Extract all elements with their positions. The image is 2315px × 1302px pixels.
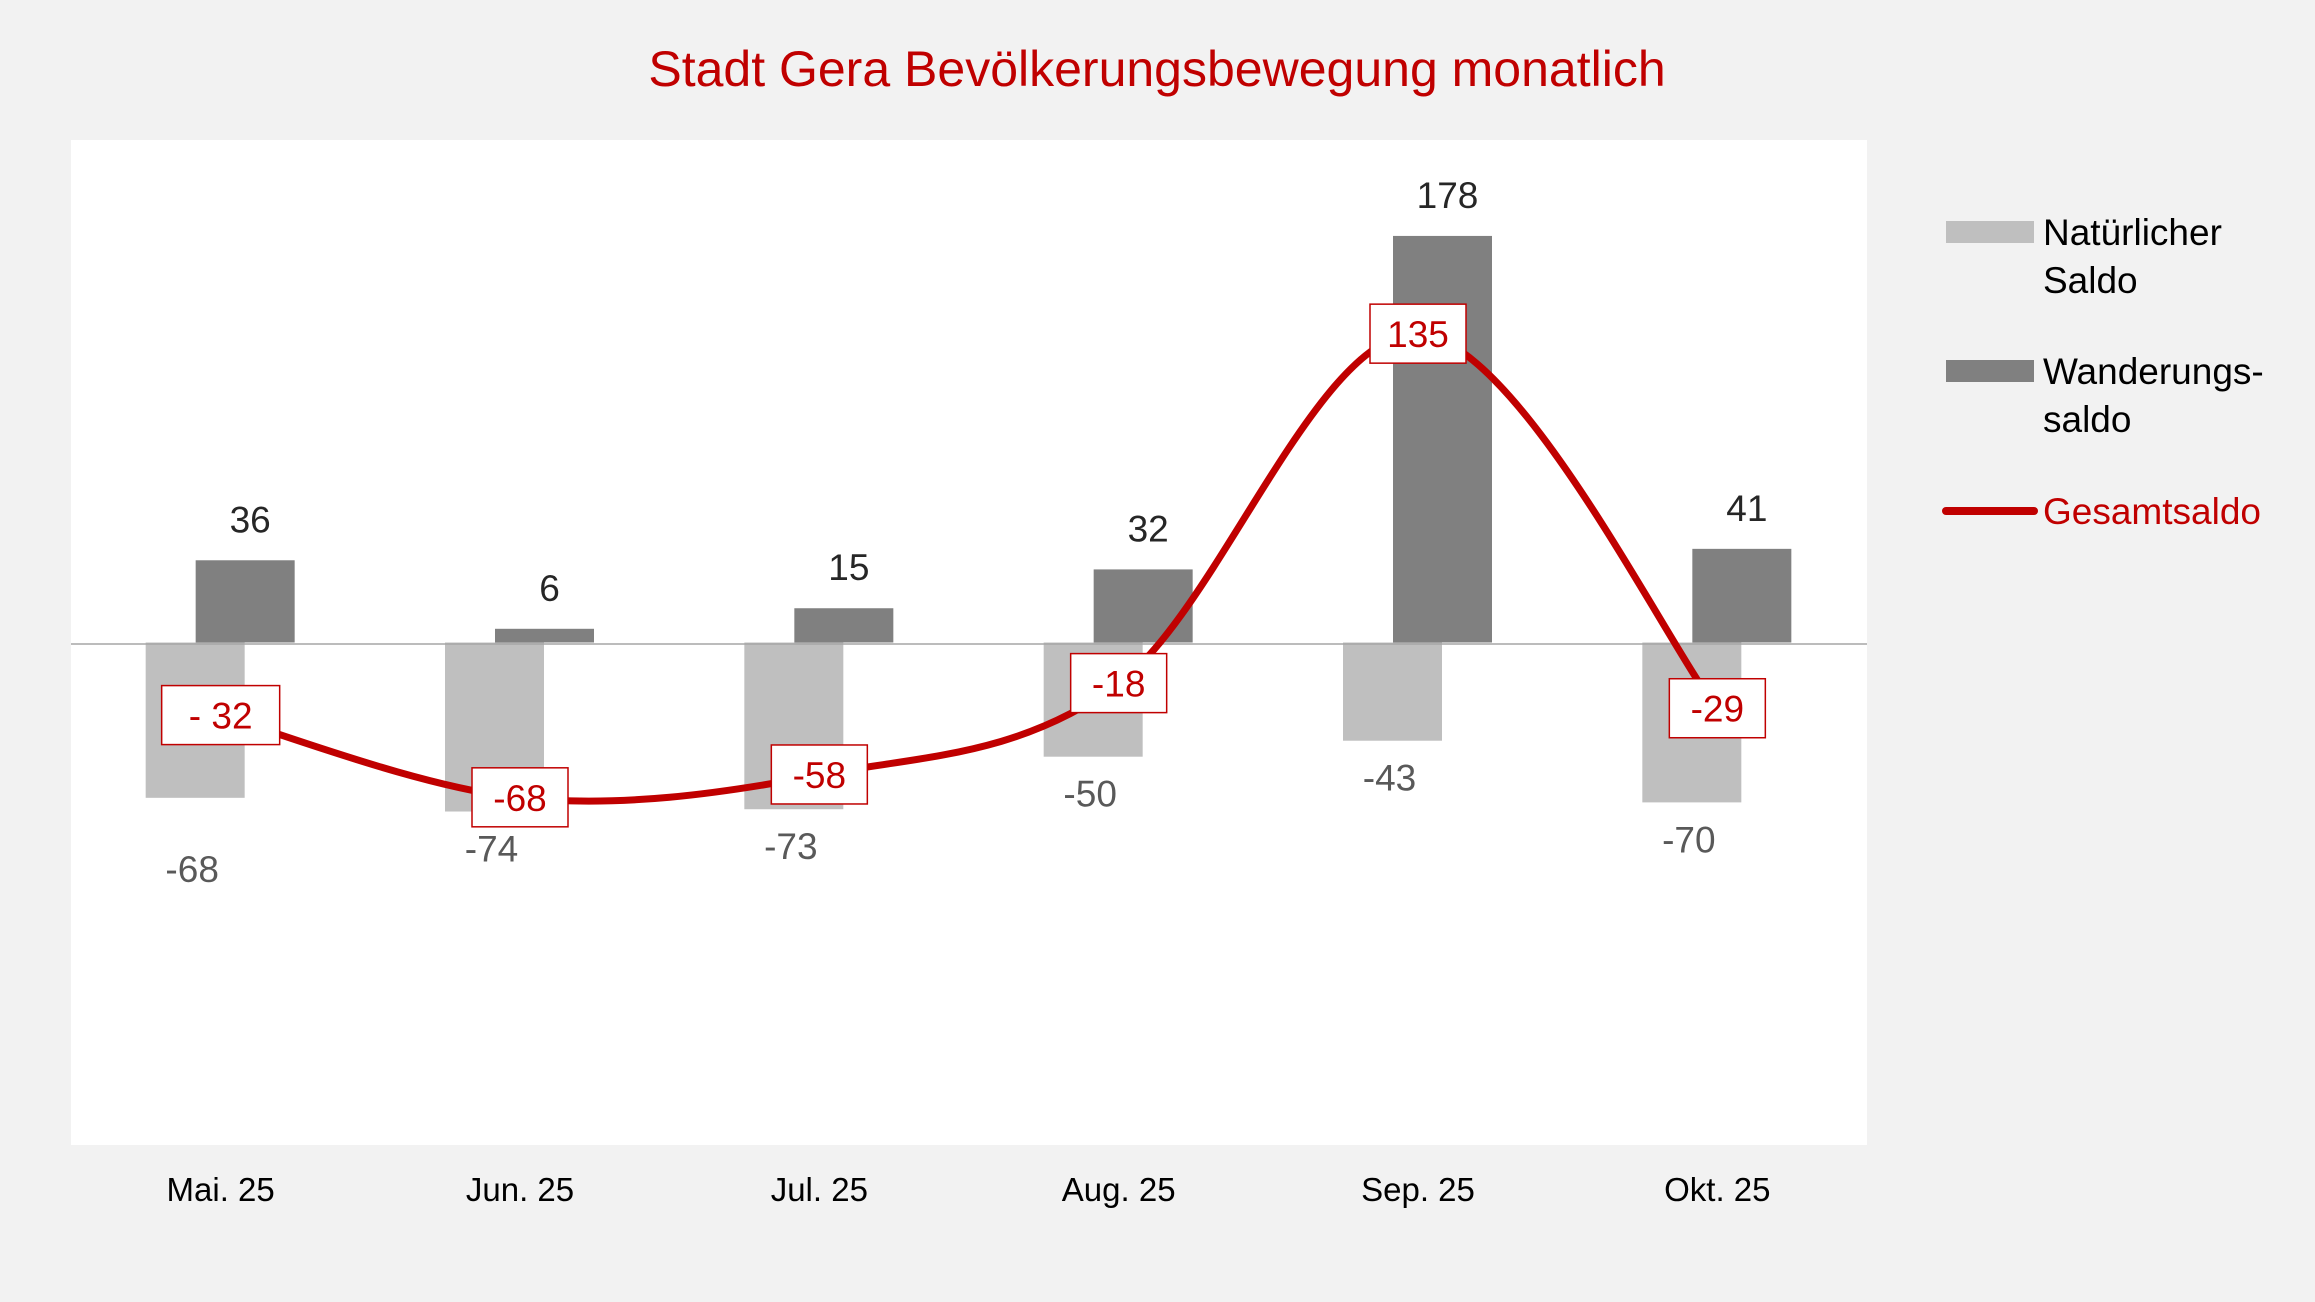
bar-value-label: -50: [1063, 774, 1116, 815]
bar-value-label: 6: [539, 568, 560, 609]
bar-value-label: -73: [764, 826, 817, 867]
line-point-label-box: [1369, 303, 1467, 364]
line-point-label: 135: [1387, 314, 1449, 355]
x-tick-label: Aug. 25: [1062, 1171, 1176, 1208]
legend: Natürlicher Saldo Wanderungs-saldo Gesamtsa…: [1942, 212, 2264, 532]
bar-wanderungssaldo: [195, 560, 295, 643]
bar-wanderungssaldo: [1692, 548, 1792, 643]
line-point-label: -68: [493, 778, 546, 819]
x-tick-label: Sep. 25: [1361, 1171, 1475, 1208]
bar-value-label: -68: [165, 849, 218, 890]
bar-wanderungssaldo: [495, 628, 594, 643]
plot-area: [71, 140, 1867, 1145]
line-point-label-box: [1069, 652, 1168, 714]
chart-title: Stadt Gera Bevölkerungsbewegung monatlic…: [648, 41, 1665, 97]
legend-label: Saldo: [2043, 260, 2138, 301]
line-point-label: -29: [1691, 689, 1744, 730]
line-point-label-box: [160, 684, 281, 746]
bar-value-label: 32: [1128, 508, 1169, 549]
legend-label: Gesamtsaldo: [2043, 491, 2261, 532]
x-tick-label: Okt. 25: [1664, 1171, 1770, 1208]
legend-swatch: [1946, 360, 2034, 382]
bar-wanderungssaldo: [1393, 235, 1492, 643]
legend-label: Natürlicher: [2043, 212, 2222, 253]
line-point-label: -18: [1092, 664, 1145, 705]
line-point-label-box: [770, 744, 869, 805]
bar-value-label: 178: [1417, 175, 1479, 216]
legend-label: Wanderungs-: [2043, 351, 2264, 392]
legend-label: saldo: [2043, 399, 2131, 440]
x-tick-label: Mai. 25: [167, 1171, 275, 1208]
legend-swatch: [1946, 221, 2034, 243]
bar-wanderungssaldo: [1093, 569, 1193, 643]
line-point-label-box: [1668, 677, 1767, 739]
bar-wanderungssaldo: [794, 608, 894, 643]
bar-value-label: 36: [230, 499, 271, 540]
line-point-label: - 32: [189, 696, 253, 737]
line-point-label: -58: [793, 755, 846, 796]
bar-value-label: -70: [1662, 819, 1715, 860]
bar-value-label: -74: [465, 829, 518, 870]
bar-value-label: 15: [828, 547, 869, 588]
bar-natuerlicher-saldo: [1343, 642, 1442, 741]
bar-value-label: -43: [1363, 758, 1416, 799]
bar-value-label: 41: [1726, 488, 1767, 529]
x-tick-label: Jun. 25: [466, 1171, 574, 1208]
x-tick-label: Jul. 25: [771, 1171, 868, 1208]
line-point-label-box: [471, 767, 569, 828]
